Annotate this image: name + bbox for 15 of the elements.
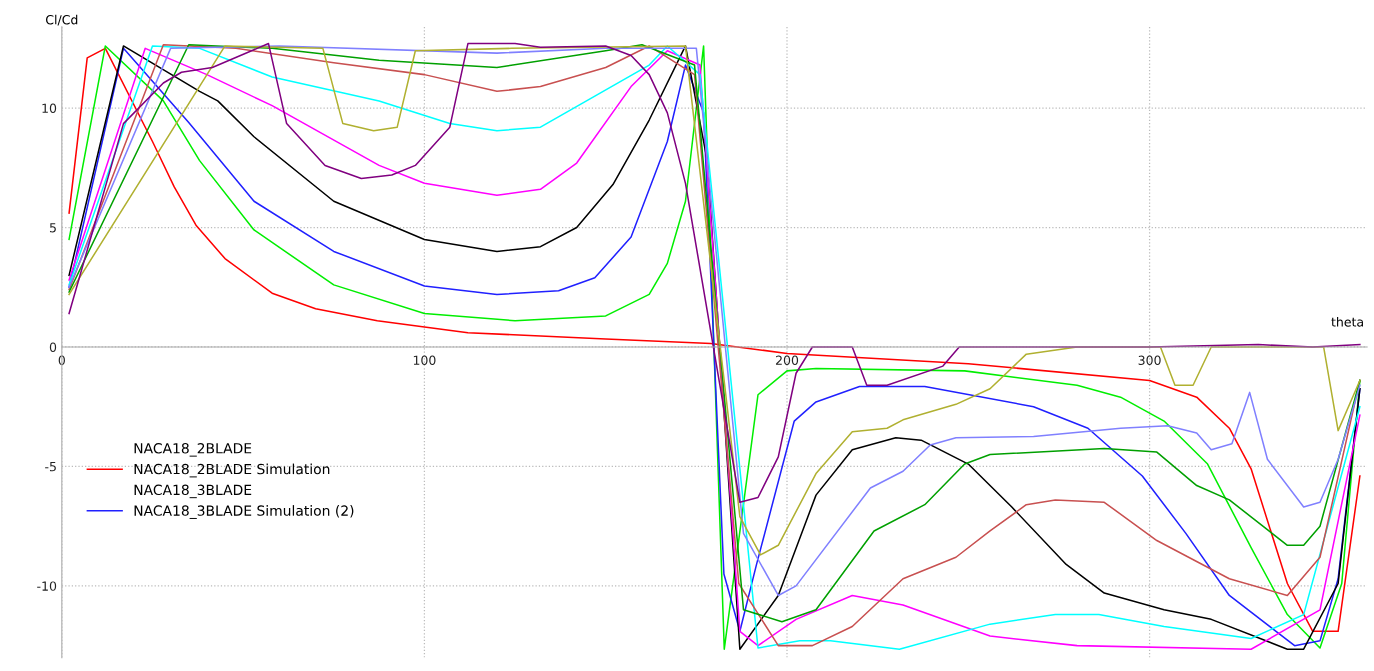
x-axis-title: theta	[1331, 316, 1363, 327]
x-tick-label: 0	[58, 355, 65, 365]
x-tick-label: 100	[413, 355, 436, 365]
x-tick-label: 300	[1138, 355, 1161, 365]
legend-label: NACA18_3BLADE Simulation (2)	[134, 505, 354, 519]
y-tick-label: 0	[49, 342, 57, 352]
x-tick-label: 200	[775, 355, 799, 365]
y-tick-label: 5	[49, 223, 56, 233]
legend-label: NACA18_2BLADE Simulation	[134, 463, 330, 478]
y-tick-label: -5	[45, 462, 56, 472]
annotation: NACA18_2BLADE	[134, 443, 252, 457]
y-tick-label: 10	[42, 103, 57, 113]
annotation: NACA18_3BLADE	[134, 484, 252, 499]
y-axis-title: Cl/Cd	[45, 14, 78, 26]
y-tick-label: -10	[37, 581, 57, 591]
